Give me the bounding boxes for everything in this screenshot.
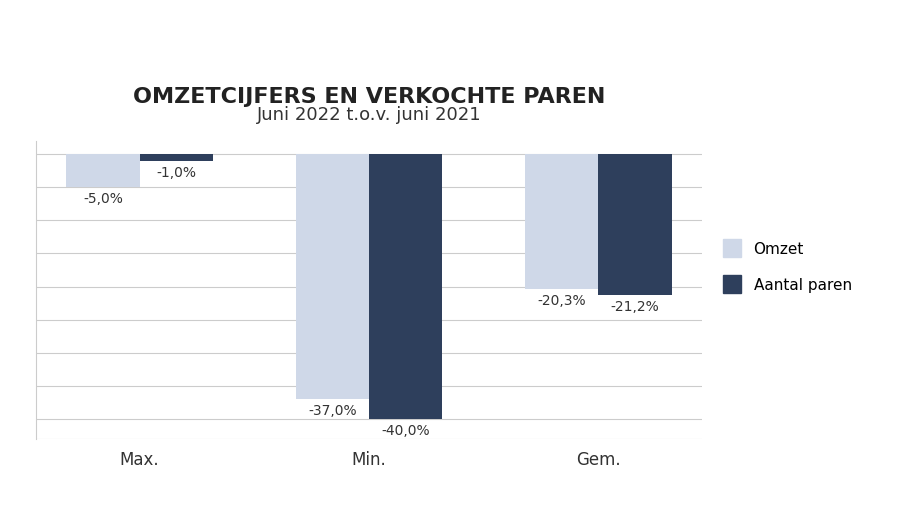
Text: -1,0%: -1,0% (157, 165, 196, 179)
Bar (525, 155, 598, 289)
Title: OMZETCIJFERS EN VERKOCHTE PAREN: OMZETCIJFERS EN VERKOCHTE PAREN (133, 87, 605, 107)
Bar (67, 155, 140, 188)
Legend: Omzet, Aantal paren: Omzet, Aantal paren (723, 240, 851, 293)
Bar (140, 155, 213, 161)
Text: Juni 2022 t.o.v. juni 2021: Juni 2022 t.o.v. juni 2021 (256, 106, 482, 124)
Text: -21,2%: -21,2% (611, 299, 660, 313)
Text: -5,0%: -5,0% (83, 192, 123, 206)
Text: -20,3%: -20,3% (537, 293, 586, 307)
Text: -40,0%: -40,0% (382, 424, 430, 437)
Bar (598, 155, 671, 295)
Bar (295, 155, 369, 399)
Bar (369, 155, 443, 420)
Text: -37,0%: -37,0% (308, 403, 356, 418)
